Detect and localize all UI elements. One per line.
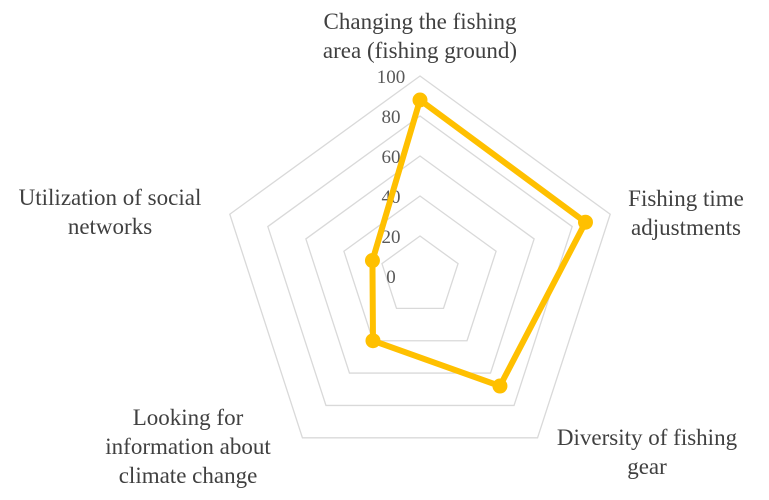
category-label-line: information about [105, 434, 271, 459]
data-point [364, 253, 380, 269]
category-label-line: Fishing time [628, 186, 744, 211]
tick-label: 100 [377, 67, 406, 88]
data-point [577, 214, 593, 230]
radar-series [364, 92, 593, 394]
category-label-line: Looking for [133, 405, 244, 430]
grid-ring-60 [305, 155, 535, 374]
category-label-line: climate change [119, 463, 258, 488]
data-point [412, 92, 428, 108]
category-label-line: Diversity of fishing [557, 425, 738, 450]
category-label-line: Utilization of social [19, 185, 202, 210]
grid-ring-80 [267, 115, 573, 407]
category-labels: Changing the fishing area (fishing ground… [19, 9, 744, 488]
data-point [365, 333, 381, 349]
category-label-line: adjustments [631, 215, 741, 240]
tick-label: 80 [382, 107, 401, 128]
grid-ring-20 [381, 235, 459, 310]
category-label-line: area (fishing ground) [323, 38, 517, 63]
category-label: Utilization of social networks [19, 185, 202, 239]
grid-ring-100 [229, 75, 611, 439]
grid-ring-40 [343, 195, 497, 342]
category-label: Fishing time adjustments [628, 186, 744, 240]
series-line [369, 97, 589, 390]
tick-label: 60 [382, 147, 401, 168]
data-point [492, 378, 508, 394]
category-label-line: gear [627, 454, 667, 479]
category-label: Looking for information about climate chan… [105, 405, 271, 488]
radar-grid [229, 75, 611, 439]
category-label: Diversity of fishing gear [557, 425, 738, 479]
category-label-line: Changing the fishing [324, 9, 517, 34]
tick-label: 0 [386, 267, 396, 288]
category-label: Changing the fishing area (fishing ground… [323, 9, 517, 63]
category-label-line: networks [68, 214, 152, 239]
tick-label: 20 [382, 227, 401, 248]
